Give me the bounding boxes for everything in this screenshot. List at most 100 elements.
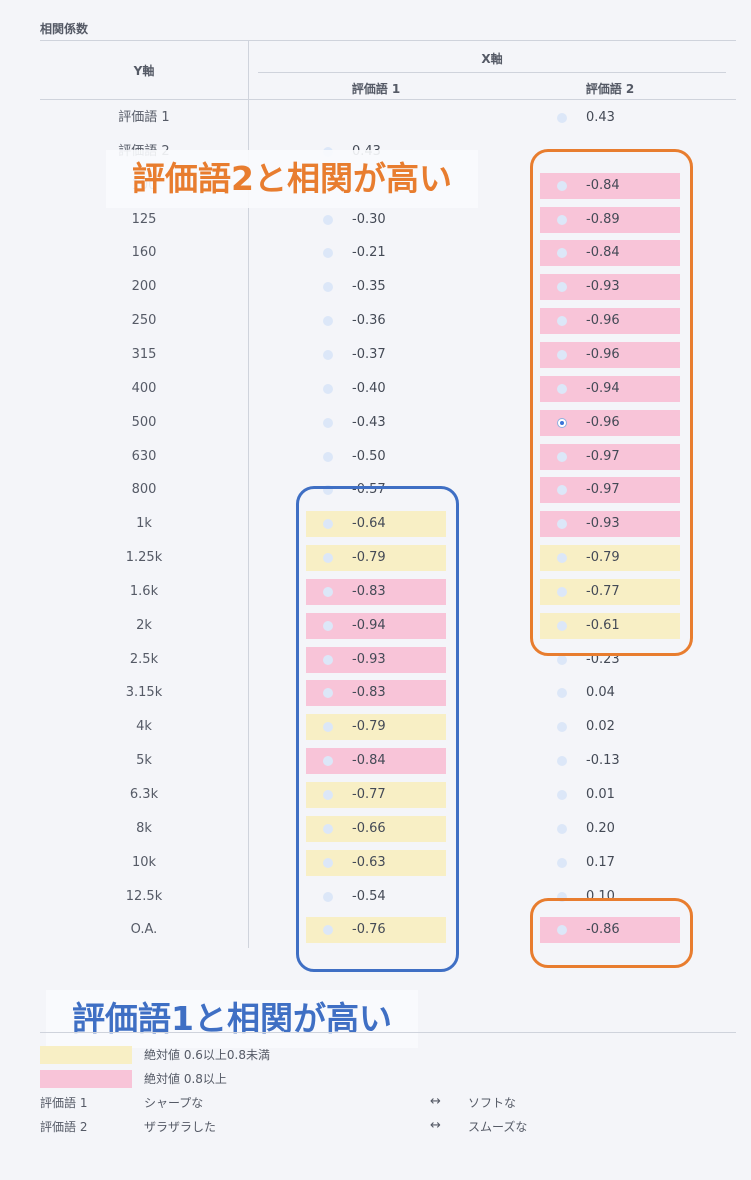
legend-term1-name: 評価語 1 bbox=[40, 1096, 88, 1110]
radio-button[interactable] bbox=[557, 181, 567, 191]
correlation-cell-term1[interactable]: -0.63 bbox=[306, 850, 446, 876]
radio-button[interactable] bbox=[323, 655, 333, 665]
correlation-cell-term1[interactable]: -0.54 bbox=[306, 884, 446, 910]
radio-button[interactable] bbox=[557, 925, 567, 935]
correlation-cell-term2[interactable]: -0.97 bbox=[540, 477, 680, 503]
radio-button[interactable] bbox=[557, 418, 567, 428]
correlation-cell-term1[interactable]: -0.57 bbox=[306, 477, 446, 503]
correlation-cell-term1[interactable]: -0.76 bbox=[306, 917, 446, 943]
radio-button[interactable] bbox=[323, 553, 333, 563]
radio-button[interactable] bbox=[557, 655, 567, 665]
correlation-cell-term1[interactable]: -0.79 bbox=[306, 714, 446, 740]
correlation-cell-term2[interactable]: 0.43 bbox=[540, 105, 680, 131]
radio-button[interactable] bbox=[323, 282, 333, 292]
radio-button[interactable] bbox=[323, 824, 333, 834]
correlation-cell-term1[interactable]: -0.66 bbox=[306, 816, 446, 842]
correlation-cell-term2[interactable]: 0.01 bbox=[540, 782, 680, 808]
correlation-cell-term1[interactable]: -0.21 bbox=[306, 240, 446, 266]
radio-button[interactable] bbox=[557, 452, 567, 462]
correlation-cell-term1[interactable]: -0.50 bbox=[306, 444, 446, 470]
radio-button[interactable] bbox=[557, 215, 567, 225]
correlation-cell-term1[interactable]: -0.30 bbox=[306, 207, 446, 233]
radio-button[interactable] bbox=[323, 485, 333, 495]
radio-button[interactable] bbox=[323, 892, 333, 902]
radio-button[interactable] bbox=[323, 587, 333, 597]
correlation-cell-term1[interactable]: -0.35 bbox=[306, 274, 446, 300]
correlation-value: -0.93 bbox=[586, 516, 620, 531]
correlation-cell-term2[interactable]: -0.96 bbox=[540, 308, 680, 334]
correlation-cell-term2[interactable]: -0.89 bbox=[540, 207, 680, 233]
correlation-cell-term1[interactable]: -0.83 bbox=[306, 680, 446, 706]
radio-button[interactable] bbox=[557, 350, 567, 360]
correlation-cell-term2[interactable]: 0.17 bbox=[540, 850, 680, 876]
radio-button[interactable] bbox=[323, 215, 333, 225]
radio-button[interactable] bbox=[323, 621, 333, 631]
radio-button[interactable] bbox=[557, 485, 567, 495]
correlation-cell-term1[interactable]: -0.64 bbox=[306, 511, 446, 537]
radio-button[interactable] bbox=[323, 722, 333, 732]
correlation-cell-term1[interactable]: -0.94 bbox=[306, 613, 446, 639]
radio-button[interactable] bbox=[323, 519, 333, 529]
correlation-cell-term2[interactable]: -0.13 bbox=[540, 748, 680, 774]
correlation-value: -0.84 bbox=[586, 178, 620, 193]
table-row: 800 -0.57 -0.97 bbox=[0, 475, 751, 505]
correlation-cell-term2[interactable]: -0.93 bbox=[540, 274, 680, 300]
correlation-cell-term1[interactable]: -0.43 bbox=[306, 410, 446, 436]
correlation-cell-term2[interactable]: -0.97 bbox=[540, 444, 680, 470]
radio-button[interactable] bbox=[323, 418, 333, 428]
correlation-cell-term2[interactable]: -0.77 bbox=[540, 579, 680, 605]
correlation-cell-term2[interactable]: 0.20 bbox=[540, 816, 680, 842]
correlation-value: -0.40 bbox=[352, 381, 386, 396]
radio-button[interactable] bbox=[323, 858, 333, 868]
radio-button[interactable] bbox=[557, 316, 567, 326]
radio-button[interactable] bbox=[557, 621, 567, 631]
radio-button[interactable] bbox=[557, 756, 567, 766]
correlation-cell-term1[interactable]: -0.83 bbox=[306, 579, 446, 605]
legend-term1-left: シャープな bbox=[144, 1096, 204, 1110]
correlation-cell-term1[interactable]: -0.79 bbox=[306, 545, 446, 571]
radio-button[interactable] bbox=[557, 892, 567, 902]
correlation-cell-term2[interactable]: -0.84 bbox=[540, 173, 680, 199]
correlation-cell-term1[interactable]: -0.40 bbox=[306, 376, 446, 402]
correlation-cell-term1[interactable]: -0.93 bbox=[306, 647, 446, 673]
radio-button[interactable] bbox=[323, 350, 333, 360]
correlation-cell-term2[interactable]: -0.93 bbox=[540, 511, 680, 537]
correlation-cell-term1[interactable]: -0.84 bbox=[306, 748, 446, 774]
radio-button[interactable] bbox=[557, 688, 567, 698]
correlation-cell-term2[interactable]: -0.94 bbox=[540, 376, 680, 402]
radio-button[interactable] bbox=[557, 790, 567, 800]
radio-button[interactable] bbox=[323, 384, 333, 394]
radio-button[interactable] bbox=[557, 824, 567, 834]
radio-button[interactable] bbox=[557, 553, 567, 563]
table-row: 1.25k -0.79 -0.79 bbox=[0, 543, 751, 573]
radio-button[interactable] bbox=[557, 587, 567, 597]
correlation-value: -0.83 bbox=[352, 685, 386, 700]
radio-button[interactable] bbox=[557, 282, 567, 292]
radio-button[interactable] bbox=[557, 519, 567, 529]
correlation-cell-term1[interactable]: -0.77 bbox=[306, 782, 446, 808]
radio-button[interactable] bbox=[323, 248, 333, 258]
correlation-cell-term2[interactable]: -0.79 bbox=[540, 545, 680, 571]
radio-button[interactable] bbox=[557, 858, 567, 868]
correlation-cell-term1[interactable]: -0.36 bbox=[306, 308, 446, 334]
correlation-cell-term2[interactable]: 0.02 bbox=[540, 714, 680, 740]
correlation-cell-term2[interactable]: -0.86 bbox=[540, 917, 680, 943]
radio-button[interactable] bbox=[323, 925, 333, 935]
radio-button[interactable] bbox=[557, 384, 567, 394]
correlation-cell-term2[interactable]: -0.96 bbox=[540, 410, 680, 436]
radio-button[interactable] bbox=[323, 452, 333, 462]
radio-button[interactable] bbox=[557, 113, 567, 123]
radio-button[interactable] bbox=[557, 722, 567, 732]
correlation-cell-term2[interactable]: -0.84 bbox=[540, 240, 680, 266]
correlation-value: -0.89 bbox=[586, 212, 620, 227]
radio-button[interactable] bbox=[323, 790, 333, 800]
radio-button[interactable] bbox=[323, 316, 333, 326]
radio-button[interactable] bbox=[323, 756, 333, 766]
legend-swatch-mid bbox=[40, 1046, 132, 1064]
correlation-cell-term2[interactable]: -0.61 bbox=[540, 613, 680, 639]
correlation-cell-term2[interactable]: -0.96 bbox=[540, 342, 680, 368]
radio-button[interactable] bbox=[323, 688, 333, 698]
radio-button[interactable] bbox=[557, 248, 567, 258]
correlation-cell-term2[interactable]: 0.04 bbox=[540, 680, 680, 706]
correlation-cell-term1[interactable]: -0.37 bbox=[306, 342, 446, 368]
